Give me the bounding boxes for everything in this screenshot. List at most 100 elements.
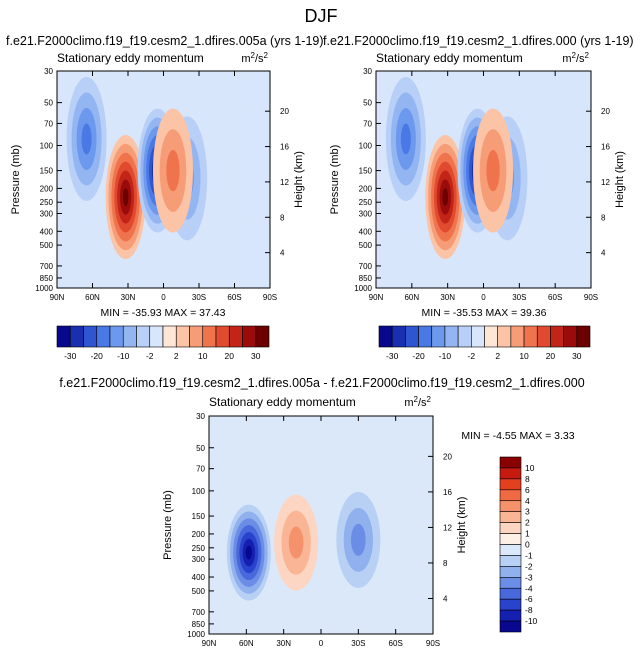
colorbar-box <box>576 325 591 348</box>
y-tick-label: 70 <box>44 119 53 128</box>
x-tick-label: 0 <box>161 293 166 302</box>
y-tick-label: 1000 <box>187 630 205 639</box>
contour-field <box>376 71 591 288</box>
height-tick-label: 20 <box>280 107 289 116</box>
height-tick-label: 20 <box>601 107 610 116</box>
y-tick-label: 100 <box>192 487 206 496</box>
colorbar-box <box>536 325 551 348</box>
height-tick-label: 8 <box>280 213 285 222</box>
colorbar-label: -20 <box>91 351 104 361</box>
y-axis-label: Pressure (mb) <box>10 145 22 215</box>
colorbar-box <box>149 325 164 348</box>
colorbar-label: -4 <box>525 583 533 593</box>
colorbar-label: 10 <box>198 351 208 361</box>
height-tick-label: 20 <box>443 452 452 461</box>
y-tick-label: 100 <box>359 142 373 151</box>
y-tick-label: 500 <box>192 587 206 596</box>
contour-negative-2-3 <box>81 123 92 155</box>
colorbar-box <box>228 325 243 348</box>
colorbar-label: 4 <box>525 496 530 506</box>
height-tick-label: 12 <box>601 178 610 187</box>
y-tick-label: 1000 <box>35 284 53 293</box>
y-tick-label: 100 <box>40 142 54 151</box>
colorbar-box <box>255 325 270 348</box>
y-tick-label: 700 <box>192 608 206 617</box>
colorbar-box <box>499 598 522 611</box>
colorbar-box <box>550 325 564 348</box>
colorbar-label: -10 <box>439 351 452 361</box>
colorbar-box <box>499 566 522 578</box>
colorbar-box <box>499 587 522 600</box>
contour-negative-0-6 <box>245 545 252 560</box>
colorbar-box <box>510 325 525 348</box>
colorbar: -30 -20 -10 -2 2 10 20 30 <box>56 325 270 361</box>
y-tick-label: 700 <box>40 262 54 271</box>
x-tick-label: 90S <box>426 639 440 648</box>
colorbar-label: 20 <box>546 351 556 361</box>
contour-positive-4-2 <box>166 149 180 192</box>
height-tick-label: 12 <box>443 523 452 532</box>
colorbar-box <box>499 489 522 502</box>
colorbar-label: 2 <box>525 518 530 528</box>
y-tick-label: 300 <box>40 209 54 218</box>
x-tick-label: 60N <box>85 293 100 302</box>
y-tick-label: 300 <box>359 209 373 218</box>
colorbar-label: 2 <box>495 351 500 361</box>
x-tick-label: 60S <box>548 293 562 302</box>
colorbar-label: -10 <box>525 616 538 626</box>
colorbar-box <box>56 325 71 348</box>
chart-panel-1: f.e21.F2000climo.f19_f19.cesm2_1.dfires.… <box>6 34 324 361</box>
y-axis-label-right: Height (km) <box>293 151 305 208</box>
y-tick-label: 200 <box>40 184 54 193</box>
colorbar-label: 2 <box>174 351 179 361</box>
colorbar-box <box>499 511 522 523</box>
colorbar-box <box>202 325 217 348</box>
height-tick-label: 16 <box>443 488 452 497</box>
x-tick-label: 60N <box>239 639 254 648</box>
x-tick-label: 60N <box>404 293 419 302</box>
colorbar-label: -20 <box>412 351 425 361</box>
x-tick-label: 90N <box>202 639 217 648</box>
height-tick-label: 12 <box>280 178 289 187</box>
colorbar-box <box>391 325 406 348</box>
colorbar-box <box>497 325 512 348</box>
colorbar-label: 30 <box>251 351 261 361</box>
y-tick-label: 150 <box>40 167 54 176</box>
colorbar-label: 10 <box>525 463 535 473</box>
contour-positive-0-6 <box>122 188 129 206</box>
colorbar-box <box>96 325 111 348</box>
colorbar-box <box>523 325 538 348</box>
colorbar-label: -30 <box>64 351 77 361</box>
chart-subtitle: Stationary eddy momentum <box>376 51 523 65</box>
colorbar-label: -10 <box>117 351 130 361</box>
colorbar-box <box>563 325 578 348</box>
colorbar: -30 -20 -10 -2 2 10 20 30 <box>378 325 591 361</box>
colorbar-box <box>499 544 522 556</box>
colorbar-box <box>189 325 204 348</box>
colorbar-label: 8 <box>525 474 530 484</box>
colorbar-label: -2 <box>525 561 533 571</box>
y-tick-label: 30 <box>196 412 205 421</box>
colorbar-label: -3 <box>525 572 533 582</box>
contour-field <box>57 71 270 288</box>
x-tick-label: 0 <box>481 293 486 302</box>
y-tick-label: 30 <box>363 67 372 76</box>
colorbar-label: 1 <box>525 529 530 539</box>
x-tick-label: 90S <box>263 293 277 302</box>
colorbar-box <box>499 533 522 545</box>
chart-title: f.e21.F2000climo.f19_f19.cesm2_1.dfires.… <box>6 34 324 48</box>
colorbar-label: -2 <box>468 351 476 361</box>
min-max-label: MIN = -35.93 MAX = 37.43 <box>101 307 226 319</box>
y-tick-label: 850 <box>359 274 373 283</box>
x-tick-label: 30S <box>512 293 526 302</box>
colorbar-box <box>378 325 393 348</box>
height-tick-label: 4 <box>443 594 448 603</box>
y-tick-label: 50 <box>196 444 205 453</box>
colorbar-label: 3 <box>525 507 530 517</box>
y-tick-label: 250 <box>359 198 373 207</box>
min-max-label: MIN = -35.53 MAX = 39.36 <box>422 307 547 319</box>
colorbar-label: 6 <box>525 485 530 495</box>
contour-field <box>209 416 433 634</box>
colorbar-box <box>69 325 84 348</box>
chart-title: f.e21.F2000climo.f19_f19.cesm2_1.dfires.… <box>59 376 584 390</box>
